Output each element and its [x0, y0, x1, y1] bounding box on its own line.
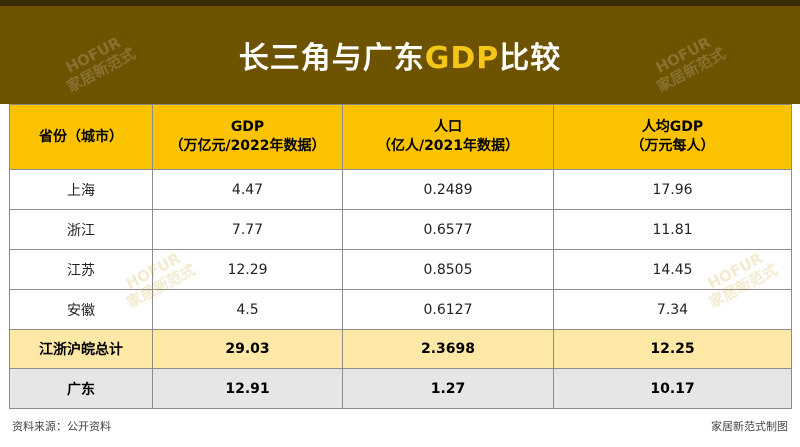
header-per-capita: 人均GDP （万元每人） [553, 104, 792, 170]
cell-name: 浙江 [9, 209, 153, 250]
credit-note: 家居新范式制图 [711, 420, 788, 433]
cell-name: 上海 [9, 169, 153, 210]
cell-population: 2.3698 [342, 329, 554, 369]
cell-per-capita: 17.96 [553, 169, 792, 210]
table-row: 安徽 4.5 0.6127 7.34 [9, 289, 792, 330]
title-part-3: 比较 [499, 41, 562, 76]
title-part-1: 长三角与广东 [238, 41, 425, 76]
table-row: 江苏 12.29 0.8505 14.45 [9, 249, 792, 290]
header-gdp: GDP （万亿元/2022年数据） [152, 104, 343, 170]
header-population: 人口 （亿人/2021年数据） [342, 104, 554, 170]
table-row: 上海 4.47 0.2489 17.96 [9, 169, 792, 210]
watermark-logo: HOFUR 家居新范式 [56, 30, 139, 96]
header-per-capita-unit: （万元每人） [630, 138, 715, 154]
cell-per-capita: 14.45 [553, 249, 792, 290]
title-part-gdp: GDP [424, 41, 500, 76]
cell-name: 江浙沪皖总计 [9, 329, 153, 369]
header-gdp-unit: （万亿元/2022年数据） [169, 138, 326, 154]
cell-name: 广东 [9, 368, 153, 409]
page-title: 长三角与广东GDP比较 [239, 33, 562, 77]
title-bar: 长三角与广东GDP比较 HOFUR 家居新范式 HOFUR 家居新范式 [0, 0, 800, 104]
cell-gdp: 29.03 [152, 329, 343, 369]
header-province: 省份（城市） [9, 104, 153, 170]
cell-gdp: 7.77 [152, 209, 343, 250]
header-province-label: 省份（城市） [39, 128, 123, 145]
cell-population: 0.8505 [342, 249, 554, 290]
header-population-label: 人口 [434, 119, 462, 135]
cell-per-capita: 7.34 [553, 289, 792, 330]
cell-name: 江苏 [9, 249, 153, 290]
cell-gdp: 4.47 [152, 169, 343, 210]
cell-population: 0.6577 [342, 209, 554, 250]
cell-population: 0.2489 [342, 169, 554, 210]
guangdong-row: 广东 12.91 1.27 10.17 [9, 368, 792, 409]
cell-gdp: 12.91 [152, 368, 343, 409]
cell-population: 0.6127 [342, 289, 554, 330]
header-gdp-label: GDP [230, 119, 265, 135]
cell-per-capita: 10.17 [553, 368, 792, 409]
cell-per-capita: 12.25 [553, 329, 792, 369]
source-note: 资料来源：公开资料 [12, 420, 111, 433]
total-row: 江浙沪皖总计 29.03 2.3698 12.25 [9, 329, 792, 369]
header-population-unit: （亿人/2021年数据） [376, 138, 520, 154]
header-per-capita-label: 人均GDP [641, 119, 704, 135]
table-row: 浙江 7.77 0.6577 11.81 [9, 209, 792, 250]
cell-per-capita: 11.81 [553, 209, 792, 250]
cell-population: 1.27 [342, 368, 554, 409]
cell-gdp: 4.5 [152, 289, 343, 330]
table-header-row: 省份（城市） GDP （万亿元/2022年数据） 人口 （亿人/2021年数据） 人… [9, 104, 792, 170]
watermark-logo: HOFUR 家居新范式 [646, 30, 729, 96]
gdp-comparison-table: 省份（城市） GDP （万亿元/2022年数据） 人口 （亿人/2021年数据） 人… [9, 104, 792, 409]
cell-gdp: 12.29 [152, 249, 343, 290]
